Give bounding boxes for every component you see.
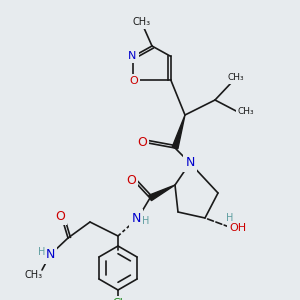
Text: H: H bbox=[142, 216, 150, 226]
Text: N: N bbox=[45, 248, 55, 262]
Text: O: O bbox=[55, 209, 65, 223]
Text: N: N bbox=[131, 212, 141, 224]
Text: CH₃: CH₃ bbox=[238, 107, 254, 116]
Text: O: O bbox=[137, 136, 147, 149]
Text: N: N bbox=[128, 51, 136, 61]
Polygon shape bbox=[172, 115, 185, 149]
Text: Cl: Cl bbox=[112, 298, 123, 300]
Text: CH₃: CH₃ bbox=[228, 73, 244, 82]
Text: O: O bbox=[126, 175, 136, 188]
Text: CH₃: CH₃ bbox=[25, 270, 43, 280]
Text: OH: OH bbox=[230, 223, 247, 233]
Text: O: O bbox=[129, 76, 138, 86]
Text: N: N bbox=[185, 157, 195, 169]
Polygon shape bbox=[148, 185, 175, 201]
Text: CH₃: CH₃ bbox=[133, 17, 151, 27]
Text: H: H bbox=[226, 213, 234, 223]
Text: H: H bbox=[38, 247, 46, 257]
